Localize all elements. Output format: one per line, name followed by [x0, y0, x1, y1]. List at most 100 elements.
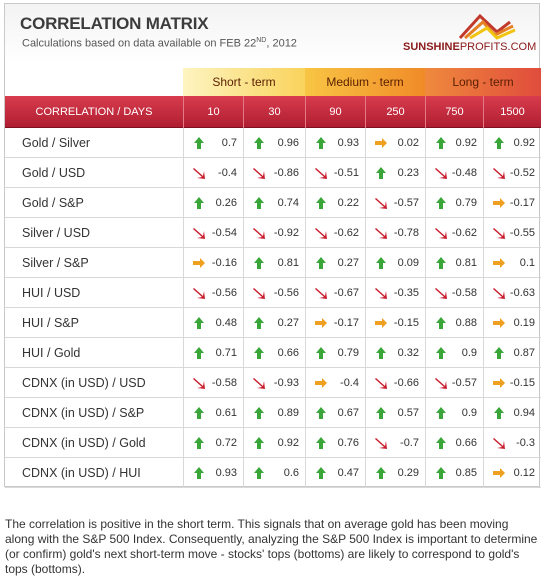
correlation-value: 0.27 — [277, 317, 299, 329]
trend-up-arrow-icon — [374, 166, 388, 180]
table-cell: -0.62 — [425, 218, 483, 248]
row-label: Silver / USD — [22, 226, 91, 240]
row-label: HUI / S&P — [22, 316, 79, 330]
correlation-value: -0.58 — [451, 287, 477, 299]
correlation-value: -0.57 — [393, 197, 419, 209]
term-medium: Medium - term — [305, 68, 425, 96]
correlation-value: 0.87 — [513, 347, 535, 359]
trend-up-arrow-icon — [492, 346, 506, 360]
trend-down-arrow-icon — [374, 226, 388, 240]
table-cell: 0.9 — [425, 398, 483, 428]
trend-flat-arrow-icon — [314, 376, 328, 390]
table-cell: 0.23 — [365, 158, 425, 188]
correlation-value: 0.57 — [397, 407, 419, 419]
correlation-value: 0.26 — [215, 197, 237, 209]
table-cell: 0.12 — [483, 458, 541, 488]
subtitle-sup: ND — [256, 37, 267, 44]
row-label: CDNX (in USD) / Gold — [22, 436, 146, 450]
trend-up-arrow-icon — [252, 346, 266, 360]
table-cell: 0.96 — [243, 128, 305, 158]
correlation-value: 0.22 — [337, 197, 359, 209]
table-cell: -0.62 — [305, 218, 365, 248]
table-cell: -0.57 — [425, 368, 483, 398]
table-cell: 0.92 — [243, 428, 305, 458]
table-cell: 0.93 — [305, 128, 365, 158]
trend-down-arrow-icon — [374, 436, 388, 450]
correlation-value: -0.54 — [211, 227, 237, 239]
table-row: CDNX (in USD) / HUI 0.93 0.6 0.47 0.29 0.85 0.… — [5, 458, 541, 488]
correlation-value: -0.62 — [451, 227, 477, 239]
table-cell: 0.7 — [183, 128, 243, 158]
correlation-value: -0.58 — [211, 377, 237, 389]
correlation-value: -0.15 — [393, 317, 419, 329]
trend-up-arrow-icon — [314, 196, 328, 210]
trend-up-arrow-icon — [192, 136, 206, 150]
table-cell: 0.94 — [483, 398, 541, 428]
trend-flat-arrow-icon — [492, 376, 506, 390]
correlation-value: 0.94 — [513, 407, 535, 419]
correlation-value: 0.23 — [397, 167, 419, 179]
table-row: HUI / Gold 0.71 0.66 0.79 0.32 0.9 0.87 — [5, 338, 541, 368]
trend-down-arrow-icon — [374, 286, 388, 300]
correlation-value: -0.3 — [516, 437, 535, 449]
table-cell: 0.22 — [305, 188, 365, 218]
table-cell: -0.15 — [365, 308, 425, 338]
table-cell: -0.15 — [483, 368, 541, 398]
table-cell: -0.17 — [305, 308, 365, 338]
column-header: CORRELATION / DAYS 10 30 90 250 750 1500 — [5, 96, 541, 128]
table-cell: 0.92 — [425, 128, 483, 158]
trend-up-arrow-icon — [314, 436, 328, 450]
subtitle-suffix: , 2012 — [266, 37, 297, 50]
column-header-10: 10 — [183, 96, 243, 128]
page-title: CORRELATION MATRIX — [20, 14, 209, 33]
correlation-value: 0.92 — [513, 137, 535, 149]
row-label: HUI / USD — [22, 286, 81, 300]
table-cell: 0.9 — [425, 338, 483, 368]
correlation-value: 0.81 — [277, 257, 299, 269]
correlation-value: -0.56 — [211, 287, 237, 299]
correlation-value: 0.74 — [277, 197, 299, 209]
commentary-text: The correlation is positive in the short… — [5, 517, 538, 576]
row-label: CDNX (in USD) / S&P — [22, 406, 145, 420]
correlation-value: -0.35 — [393, 287, 419, 299]
correlation-value: -0.67 — [333, 287, 359, 299]
table-cell: 0.27 — [243, 308, 305, 338]
table-cell: -0.4 — [305, 368, 365, 398]
table-cell: -0.56 — [183, 278, 243, 308]
correlation-value: -0.62 — [333, 227, 359, 239]
trend-up-arrow-icon — [252, 196, 266, 210]
column-header-90: 90 — [305, 96, 365, 128]
table-cell: -0.16 — [183, 248, 243, 278]
trend-up-arrow-icon — [434, 406, 448, 420]
trend-up-arrow-icon — [374, 256, 388, 270]
trend-flat-arrow-icon — [492, 316, 506, 330]
correlation-value: 0.89 — [277, 407, 299, 419]
trend-up-arrow-icon — [314, 346, 328, 360]
correlation-value: 0.61 — [215, 407, 237, 419]
table-cell: -0.58 — [183, 368, 243, 398]
table-cell: -0.17 — [483, 188, 541, 218]
correlation-value: 0.02 — [397, 137, 419, 149]
table-cell: -0.67 — [305, 278, 365, 308]
correlation-value: 0.96 — [277, 137, 299, 149]
table-cell: 0.79 — [425, 188, 483, 218]
table-cell: -0.57 — [365, 188, 425, 218]
correlation-value: 0.71 — [215, 347, 237, 359]
trend-down-arrow-icon — [374, 196, 388, 210]
correlation-value: 0.81 — [455, 257, 477, 269]
trend-up-arrow-icon — [374, 466, 388, 480]
correlation-value: 0.85 — [455, 467, 477, 479]
table-cell: 0.57 — [365, 398, 425, 428]
table-cell: 0.71 — [183, 338, 243, 368]
table-cell: -0.54 — [183, 218, 243, 248]
table-cell: 0.6 — [243, 458, 305, 488]
trend-down-arrow-icon — [252, 226, 266, 240]
trend-up-arrow-icon — [434, 316, 448, 330]
correlation-value: -0.86 — [273, 167, 299, 179]
correlation-value: 0.48 — [215, 317, 237, 329]
column-header-250: 250 — [365, 96, 425, 128]
correlation-value: -0.57 — [451, 377, 477, 389]
table-cell: 0.81 — [425, 248, 483, 278]
table-row: CDNX (in USD) / Gold 0.72 0.92 0.76 -0.7 0.66… — [5, 428, 541, 458]
trend-up-arrow-icon — [434, 466, 448, 480]
